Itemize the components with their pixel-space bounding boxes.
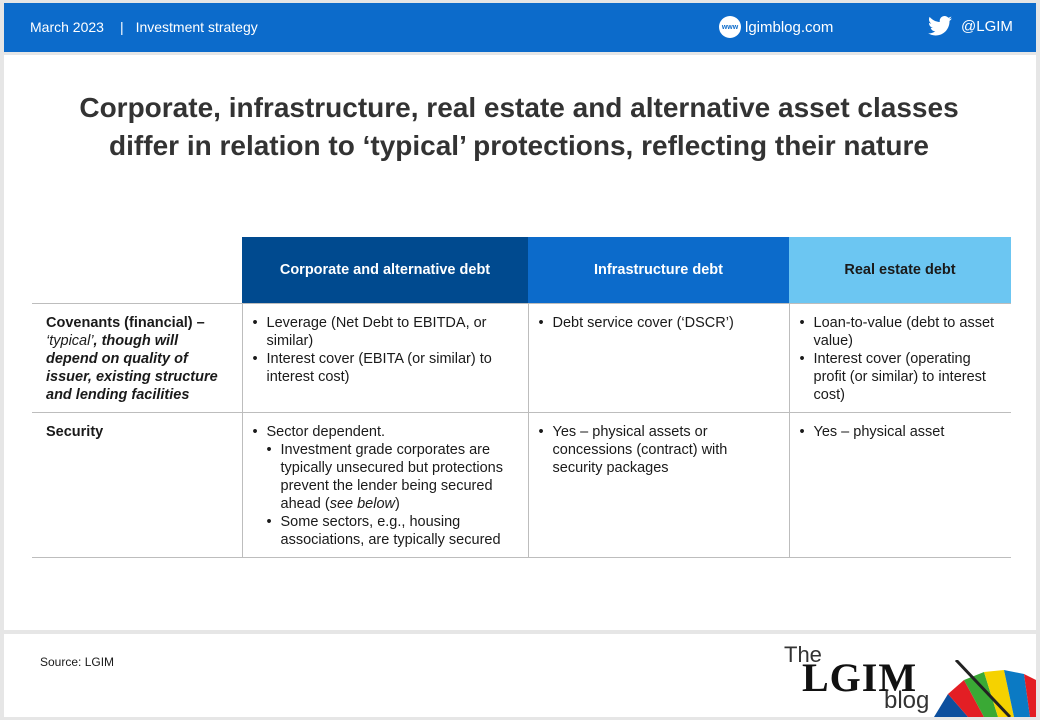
table-row-covenants: Covenants (financial) – ‘typical’, thoug…: [32, 302, 1011, 413]
list-item: Interest cover (EBITA (or similar) to in…: [253, 350, 518, 386]
lgim-blog-logo: The LGIM blog: [782, 640, 1036, 717]
cell-covenants-infrastructure: Debt service cover (‘DSCR’): [527, 302, 789, 413]
header-left: March 2023 | Investment strategy: [30, 19, 258, 35]
cell-security-real-estate: Yes – physical asset: [788, 412, 1011, 558]
row-head-note: , though will depend on quality of issue…: [46, 332, 218, 403]
sub-list-item: Investment grade corporates are typicall…: [267, 441, 518, 513]
protections-table: Corporate and alternative debt Infrastru…: [32, 237, 1011, 558]
list-item: Yes – physical assets or concessions (co…: [539, 423, 779, 477]
website-text: lgimblog.com: [745, 18, 834, 36]
row-head-covenants: Covenants (financial) – ‘typical’, thoug…: [32, 302, 242, 413]
row-head-title: Security: [46, 423, 104, 440]
header-separator: |: [119, 19, 124, 35]
umbrella-icon: [934, 660, 1036, 717]
sub-list-end: ): [394, 495, 400, 512]
column-header-corporate: Corporate and alternative debt: [242, 237, 528, 303]
page-title: Corporate, infrastructure, real estate a…: [79, 92, 959, 161]
table-row-security: Security Sector dependent. Investment gr…: [32, 412, 1011, 558]
logo-the: The: [784, 642, 822, 667]
source-note: Source: LGIM: [40, 655, 115, 669]
twitter-handle: @LGIM: [961, 17, 1013, 35]
list-item: Loan-to-value (debt to asset value): [800, 314, 1002, 350]
sub-list-item: Some sectors, e.g., housing associations…: [267, 513, 518, 549]
twitter-link[interactable]: @LGIM: [928, 16, 1013, 36]
twitter-icon: [928, 16, 952, 36]
sub-list-text: Investment grade corporates are typicall…: [280, 441, 503, 512]
list-item: Leverage (Net Debt to EBITDA, or similar…: [253, 314, 518, 350]
column-header-infrastructure: Infrastructure debt: [528, 237, 789, 303]
sub-list: Investment grade corporates are typicall…: [267, 441, 518, 549]
list-item: Debt service cover (‘DSCR’): [539, 314, 779, 332]
cell-covenants-corporate: Leverage (Net Debt to EBITDA, or similar…: [241, 302, 528, 413]
header-category: Investment strategy: [135, 19, 258, 35]
list-item-text: Sector dependent.: [266, 423, 386, 440]
sub-list-italic: see below: [329, 495, 395, 512]
slide-body: Corporate, infrastructure, real estate a…: [4, 55, 1036, 630]
row-head-security: Security: [32, 412, 242, 558]
top-banner: March 2023 | Investment strategy www lgi…: [4, 3, 1036, 52]
list-item: Sector dependent. Investment grade corpo…: [253, 423, 518, 549]
logo-lgim: LGIM: [802, 655, 918, 700]
website-link[interactable]: www lgimblog.com: [719, 16, 833, 38]
column-header-real-estate: Real estate debt: [789, 237, 1011, 303]
list-item: Yes – physical asset: [800, 423, 1002, 441]
footer: Source: LGIM The LGIM blog: [4, 634, 1036, 717]
header-corner: [32, 237, 242, 303]
cell-security-infrastructure: Yes – physical assets or concessions (co…: [527, 412, 789, 558]
globe-icon: www: [719, 16, 741, 38]
list-item: Interest cover (operating profit (or sim…: [800, 350, 1002, 404]
logo-blog: blog: [884, 687, 930, 714]
header-date: March 2023: [30, 19, 104, 35]
row-head-title: Covenants (financial) –: [46, 314, 205, 331]
table-header-row: Corporate and alternative debt Infrastru…: [32, 237, 1011, 303]
cell-security-corporate: Sector dependent. Investment grade corpo…: [241, 412, 528, 558]
row-head-note-prefix: ‘typical’: [46, 332, 94, 349]
cell-covenants-real-estate: Loan-to-value (debt to asset value) Inte…: [788, 302, 1011, 413]
